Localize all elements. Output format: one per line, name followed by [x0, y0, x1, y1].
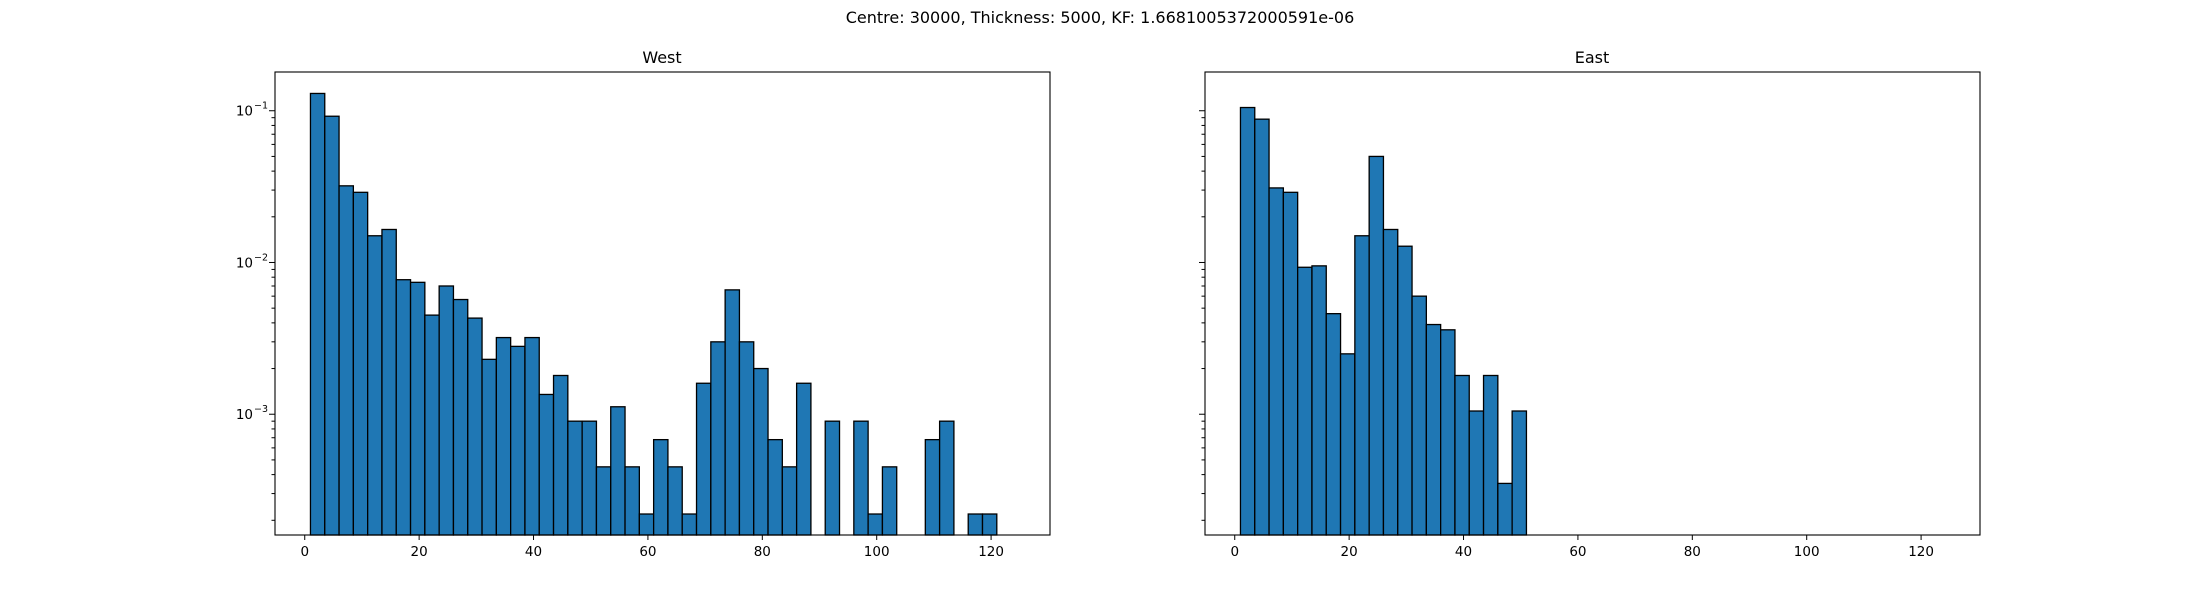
- bar-west: [581, 420, 598, 536]
- bar-west: [309, 92, 326, 536]
- bar-east: [1368, 155, 1385, 536]
- bar-east: [1411, 295, 1428, 536]
- bar-east: [1254, 118, 1270, 536]
- x-tick-label: 40: [525, 544, 542, 560]
- bar-east: [1268, 187, 1285, 536]
- bar-east: [1468, 410, 1485, 536]
- bar-west: [438, 285, 455, 536]
- x-tick-label: 60: [1569, 544, 1586, 560]
- bar-west: [495, 336, 512, 536]
- bar-east: [1454, 374, 1470, 536]
- bar-west: [367, 235, 383, 536]
- bar-west: [524, 336, 540, 536]
- bar-west: [781, 466, 798, 536]
- bar-west: [424, 314, 440, 536]
- bar-west: [595, 466, 612, 536]
- bar-west: [452, 298, 469, 536]
- bar-west: [824, 420, 841, 536]
- x-tick-label: 100: [864, 544, 890, 560]
- x-tick-label: 80: [1684, 544, 1701, 560]
- bar-west: [710, 341, 726, 536]
- bar-east: [1354, 235, 1370, 536]
- bar-west: [638, 513, 655, 536]
- figure-suptitle: Centre: 30000, Thickness: 5000, KF: 1.66…: [846, 8, 1355, 27]
- x-tick-label: 100: [1794, 544, 1820, 560]
- axes-east: East 0 20 40 60 80 100 120: [1199, 48, 1981, 560]
- bar-east: [1440, 329, 1456, 536]
- bar-east: [1297, 266, 1313, 536]
- bar-west: [724, 289, 741, 536]
- y-tick-label: 10: [236, 255, 253, 271]
- bar-east: [1511, 410, 1528, 536]
- bar-west: [481, 358, 497, 536]
- x-tick-label: 120: [978, 544, 1004, 560]
- x-tick-label: 20: [1341, 544, 1358, 560]
- bar-west: [924, 438, 941, 536]
- bar-west: [681, 513, 698, 536]
- x-tick-label: 20: [411, 544, 428, 560]
- bar-east: [1382, 228, 1399, 536]
- y-tick-label: 10: [236, 104, 253, 120]
- x-tick-label: 0: [1230, 544, 1239, 560]
- bar-west: [624, 466, 640, 536]
- bar-west: [938, 420, 955, 536]
- bar-east: [1397, 245, 1413, 536]
- bar-east: [1482, 374, 1499, 536]
- x-tick-label: 120: [1908, 544, 1934, 560]
- bar-west: [409, 281, 426, 536]
- bar-east: [1239, 106, 1256, 536]
- bar-east: [1339, 353, 1356, 536]
- bar-west: [853, 420, 869, 536]
- bars-west: [309, 92, 998, 536]
- bar-west: [395, 279, 412, 536]
- x-tick-label: 40: [1455, 544, 1472, 560]
- bar-west: [509, 345, 526, 536]
- bar-west: [667, 466, 683, 536]
- y-tick-exponent: −3: [254, 404, 268, 415]
- bar-west: [352, 191, 369, 536]
- axes-title-west: West: [642, 48, 681, 67]
- bar-west: [610, 406, 626, 536]
- bar-west: [795, 382, 812, 536]
- bar-west: [767, 438, 783, 536]
- y-tick-label: 10: [236, 407, 253, 423]
- bar-west: [338, 185, 355, 536]
- bar-west: [567, 420, 583, 536]
- ticks-east: 0 20 40 60 80 100 120: [1199, 110, 1934, 560]
- bar-east: [1425, 323, 1442, 536]
- bar-west: [967, 513, 984, 536]
- bar-west: [738, 341, 755, 536]
- x-tick-label: 0: [300, 544, 309, 560]
- bar-west: [552, 374, 569, 536]
- bar-west: [695, 382, 712, 536]
- y-tick-exponent: −2: [254, 252, 268, 263]
- axes-frame-east: [1204, 71, 1981, 536]
- axes-frame-west: [274, 71, 1051, 536]
- x-tick-label: 60: [639, 544, 656, 560]
- bar-east: [1497, 482, 1513, 536]
- bar-east: [1325, 313, 1342, 536]
- bar-west: [324, 115, 340, 536]
- bars-east: [1239, 106, 1528, 536]
- bar-west: [753, 367, 769, 536]
- bar-east: [1282, 191, 1299, 536]
- bar-west: [981, 513, 998, 536]
- y-tick-exponent: −1: [254, 101, 268, 112]
- x-tick-label: 80: [754, 544, 771, 560]
- bar-west: [381, 228, 397, 536]
- bar-west: [538, 393, 555, 536]
- bar-west: [467, 317, 483, 536]
- bar-west: [652, 438, 669, 536]
- bar-east: [1311, 265, 1327, 536]
- bar-west: [867, 513, 884, 536]
- bar-west: [881, 466, 898, 536]
- axes-title-east: East: [1575, 48, 1610, 67]
